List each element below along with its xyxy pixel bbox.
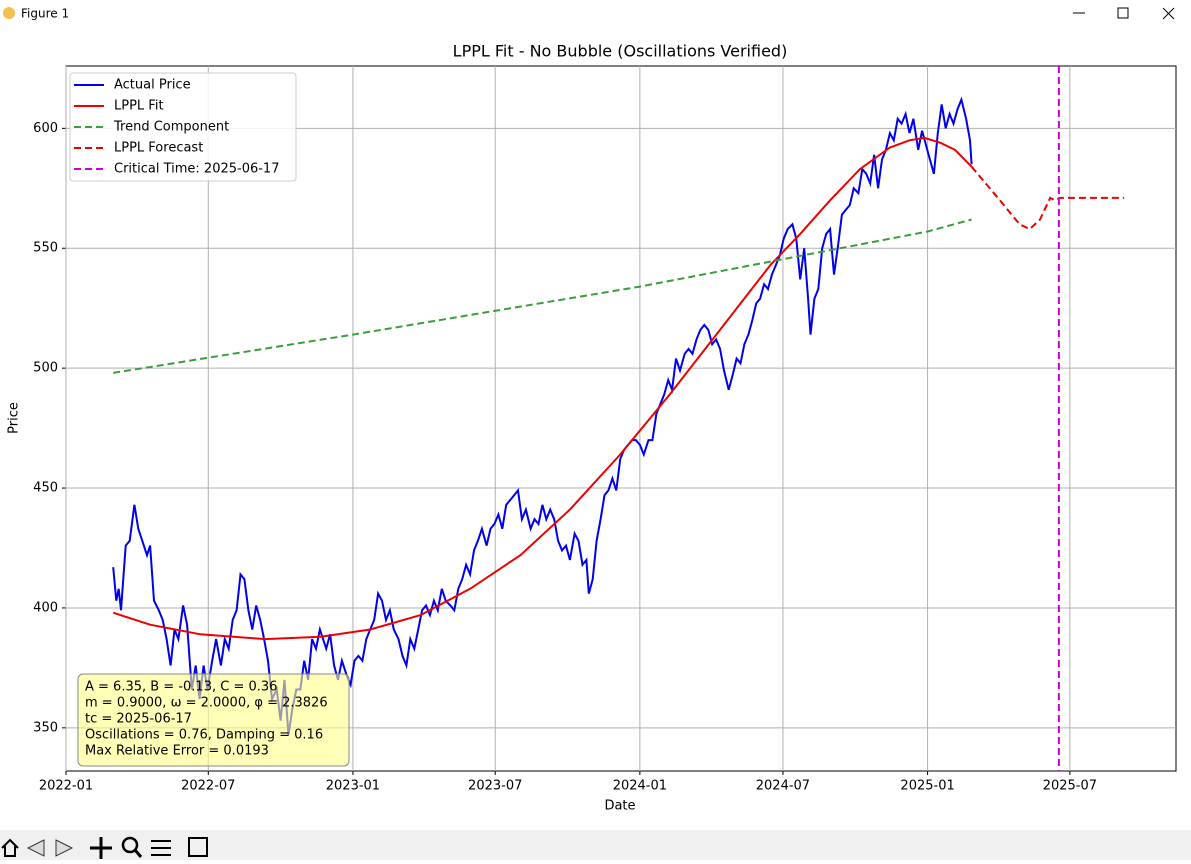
y-axis-label: Price bbox=[7, 402, 22, 434]
x-tick-label: 2024-07 bbox=[756, 779, 810, 794]
x-tick-label: 2025-07 bbox=[1043, 779, 1097, 794]
annotation-text: m = 0.9000, ω = 2.0000, φ = 2.3826 bbox=[85, 696, 328, 711]
back-button[interactable] bbox=[26, 839, 45, 857]
legend-label: LPPL Fit bbox=[114, 99, 164, 114]
app-icon bbox=[3, 7, 15, 19]
y-tick-label: 550 bbox=[33, 241, 58, 256]
x-tick-label: 2022-07 bbox=[181, 779, 235, 794]
legend-box bbox=[69, 72, 297, 182]
x-tick-label: 2023-07 bbox=[468, 779, 522, 794]
y-tick-label: 450 bbox=[33, 481, 58, 496]
annotation-text: Oscillations = 0.76, Damping = 0.16 bbox=[85, 728, 323, 743]
configure-button[interactable] bbox=[151, 840, 171, 856]
zoom-button[interactable] bbox=[121, 836, 139, 854]
forward-button[interactable] bbox=[55, 839, 74, 857]
save-button[interactable] bbox=[188, 837, 208, 857]
annotation-box bbox=[77, 673, 350, 767]
chart-title: LPPL Fit - No Bubble (Oscillations Verif… bbox=[453, 42, 788, 61]
series-line bbox=[970, 166, 1125, 231]
annotation-text: Max Relative Error = 0.0193 bbox=[85, 744, 269, 759]
annotation-text: A = 6.35, B = -0.13, C = 0.36 bbox=[85, 680, 277, 695]
y-tick-label: 500 bbox=[33, 361, 58, 376]
window-title: Figure 1 bbox=[21, 7, 69, 21]
series-line bbox=[112, 96, 973, 736]
pan-button[interactable] bbox=[90, 837, 112, 859]
y-tick-label: 350 bbox=[33, 720, 58, 735]
x-tick-label: 2023-01 bbox=[326, 779, 380, 794]
toolbar bbox=[0, 830, 1191, 860]
title-bar bbox=[0, 0, 1191, 28]
series-line bbox=[112, 136, 973, 641]
x-tick-label: 2024-01 bbox=[613, 779, 667, 794]
home-button[interactable] bbox=[1, 838, 19, 857]
x-tick-label: 2025-01 bbox=[900, 779, 954, 794]
series-line bbox=[113, 218, 972, 374]
maximize-button[interactable] bbox=[1117, 7, 1129, 19]
x-tick-label: 2022-01 bbox=[39, 779, 93, 794]
plot: 350 400 450 500 550 600 2022-01 2022-07 2023-01 2… bbox=[33, 66, 1176, 794]
legend-label: Critical Time: 2025-06-17 bbox=[114, 162, 279, 177]
legend-label: Trend Component bbox=[113, 120, 229, 135]
y-tick-label: 600 bbox=[33, 121, 58, 136]
legend-label: LPPL Forecast bbox=[114, 141, 203, 156]
close-button[interactable] bbox=[1162, 7, 1175, 20]
zoom-handle bbox=[133, 849, 143, 858]
y-tick-label: 400 bbox=[33, 600, 58, 615]
annotation-text: tc = 2025-06-17 bbox=[85, 712, 192, 727]
x-axis-label: Date bbox=[604, 799, 635, 814]
legend-label: Actual Price bbox=[114, 78, 191, 93]
